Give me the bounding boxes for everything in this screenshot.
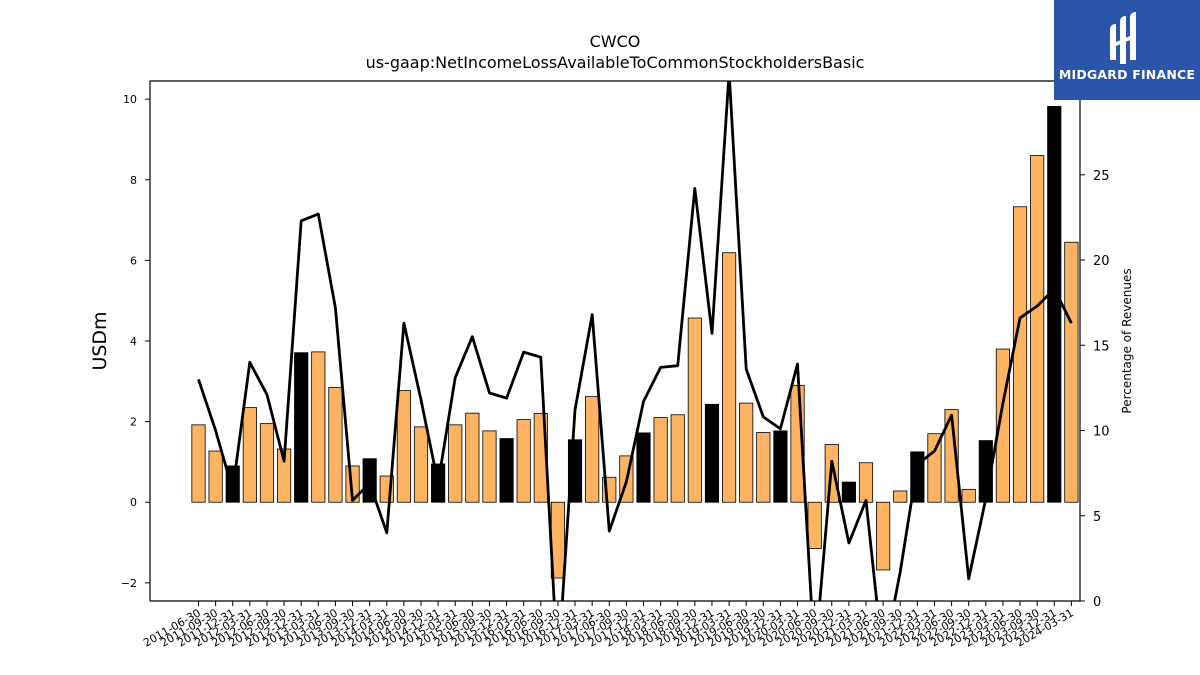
chart-title: CWCO: [590, 32, 641, 51]
line-series: [197, 81, 1073, 601]
y-tick-label: −2: [121, 577, 137, 590]
bar: [259, 423, 275, 503]
bar: [585, 396, 600, 503]
bar: [499, 438, 514, 503]
bar: [1047, 105, 1062, 503]
y2-tick-label: 5: [1093, 510, 1101, 525]
bar: [311, 351, 326, 503]
bar: [876, 501, 891, 571]
bar: [773, 430, 788, 503]
y2-ticks: 051015202530: [1080, 84, 1110, 610]
bar: [413, 426, 429, 503]
bar: [328, 386, 343, 503]
x-ticks: 2011-06-302011-09-302011-12-312012-03-31…: [141, 601, 1076, 650]
bar: [1030, 155, 1045, 503]
bar: [516, 419, 531, 503]
bar: [448, 424, 463, 503]
bar: [294, 352, 309, 503]
bar: [396, 390, 411, 503]
y-tick-label: 10: [123, 93, 137, 106]
y-tick-label: 2: [130, 416, 137, 429]
bar: [893, 490, 908, 503]
bar: [208, 450, 223, 503]
midgard-finance-logo: MIDGARD FINANCE: [1054, 0, 1200, 100]
bar: [961, 488, 976, 503]
bar: [704, 403, 720, 503]
bar: [927, 433, 942, 503]
chart-subtitle: us-gaap:NetIncomeLossAvailableToCommonSt…: [366, 53, 865, 72]
line-group: [197, 81, 1073, 601]
bar: [465, 412, 480, 503]
y-tick-label: 4: [130, 335, 137, 348]
bar: [482, 430, 497, 503]
y2-tick-label: 20: [1093, 254, 1110, 269]
bar: [670, 414, 685, 503]
bar: [739, 402, 754, 503]
bar: [858, 462, 874, 503]
bar: [653, 417, 668, 503]
bar: [807, 501, 822, 549]
midgard-logo-icon: [1110, 12, 1136, 64]
bar: [1064, 241, 1079, 503]
y-tick-label: 6: [130, 254, 137, 267]
bars-group: [191, 105, 1079, 579]
y2-tick-label: 15: [1093, 339, 1110, 354]
bar: [756, 432, 771, 503]
plot-frame: [149, 80, 1081, 602]
y-tick-label: 8: [130, 174, 137, 187]
y-ticks: −2 0 2 4 6 8 10: [121, 93, 150, 590]
bar: [944, 409, 959, 503]
bar: [191, 424, 206, 503]
bar: [687, 317, 702, 503]
bar: [636, 432, 651, 503]
logo-text: MIDGARD FINANCE: [1058, 67, 1196, 82]
bar: [841, 481, 856, 503]
y2-tick-label: 0: [1093, 595, 1101, 610]
y2-tick-label: 10: [1093, 425, 1110, 440]
bar: [722, 252, 737, 503]
y-tick-label: 0: [130, 496, 137, 509]
bar: [1012, 206, 1028, 503]
y2-axis-label: Percentage of Revenues: [1120, 268, 1134, 413]
y2-tick-label: 25: [1093, 169, 1110, 184]
y-axis-label: USDm: [89, 311, 111, 370]
bar: [242, 407, 257, 503]
